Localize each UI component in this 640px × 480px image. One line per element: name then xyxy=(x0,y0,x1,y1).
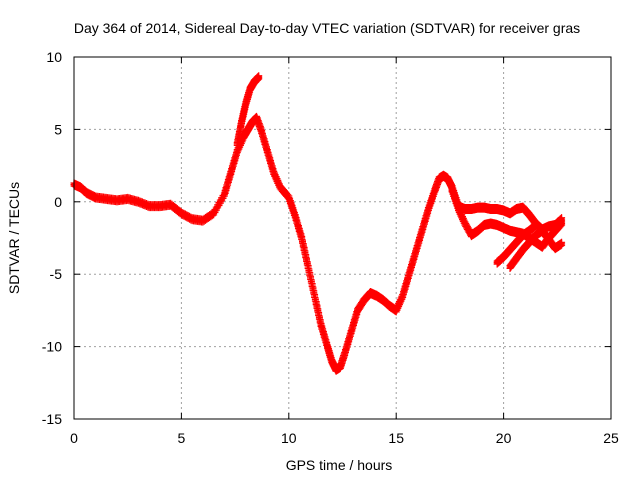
plot-frame xyxy=(73,56,612,420)
y-tick-label: -5 xyxy=(50,266,63,282)
y-tick-label: 10 xyxy=(46,49,62,65)
x-axis-label: GPS time / hours xyxy=(286,457,393,473)
y-tick-label: 0 xyxy=(54,194,62,210)
grid-lines xyxy=(74,57,611,419)
y-tick-label: -15 xyxy=(42,411,62,427)
data-point xyxy=(558,221,566,229)
x-tick-label: 25 xyxy=(603,430,619,446)
data-point xyxy=(558,241,566,249)
y-tick-label: 5 xyxy=(54,121,62,137)
y-axis-label: SDTVAR / TECUs xyxy=(6,182,22,294)
chart-title: Day 364 of 2014, Sidereal Day-to-day VTE… xyxy=(74,20,580,36)
series-main-trace xyxy=(70,112,456,375)
series-late-trace-d xyxy=(506,225,566,272)
x-tick-label: 0 xyxy=(70,430,78,446)
x-tick-label: 15 xyxy=(388,430,404,446)
x-tick-label: 5 xyxy=(178,430,186,446)
x-tick-label: 10 xyxy=(281,430,297,446)
axis-ticks: 0 5 10 15 20 25 -15 -10 -5 0 5 10 xyxy=(42,49,619,446)
data-point xyxy=(255,75,263,83)
series-high-spike xyxy=(233,72,263,149)
series-late-trace-c xyxy=(493,219,540,268)
x-tick-label: 20 xyxy=(496,430,512,446)
data-points xyxy=(70,72,566,375)
data-point xyxy=(532,222,540,230)
y-tick-label: -10 xyxy=(42,339,62,355)
